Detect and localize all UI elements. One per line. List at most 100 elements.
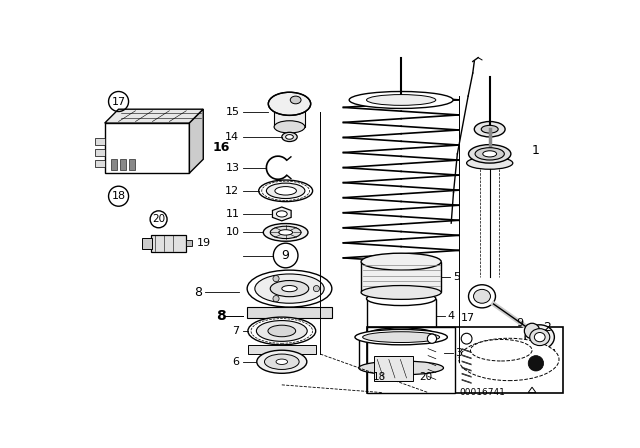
Ellipse shape: [274, 121, 305, 133]
Text: 20: 20: [152, 214, 165, 224]
Bar: [151, 235, 186, 252]
Bar: [367, 327, 563, 392]
Ellipse shape: [361, 285, 441, 299]
Circle shape: [273, 276, 279, 282]
Ellipse shape: [459, 338, 559, 381]
Ellipse shape: [363, 332, 440, 343]
Ellipse shape: [355, 329, 447, 345]
Text: 20: 20: [419, 372, 432, 382]
Bar: [367, 299, 436, 335]
Bar: [95, 160, 105, 167]
Text: 5: 5: [452, 272, 460, 282]
Bar: [248, 345, 316, 354]
Ellipse shape: [255, 274, 324, 303]
Ellipse shape: [266, 183, 305, 198]
Ellipse shape: [361, 253, 441, 270]
Ellipse shape: [525, 325, 554, 349]
Text: 17: 17: [460, 313, 475, 323]
Circle shape: [273, 296, 279, 302]
Ellipse shape: [474, 289, 490, 303]
Circle shape: [314, 285, 319, 292]
Ellipse shape: [475, 148, 504, 160]
Ellipse shape: [349, 91, 453, 108]
Ellipse shape: [483, 151, 497, 157]
Text: 10: 10: [225, 228, 239, 237]
Text: 18: 18: [372, 372, 386, 382]
Ellipse shape: [264, 354, 299, 370]
Bar: [186, 240, 192, 246]
Polygon shape: [189, 109, 204, 173]
Ellipse shape: [461, 333, 472, 344]
Polygon shape: [528, 387, 536, 392]
Text: 6: 6: [232, 357, 239, 367]
Text: 15: 15: [225, 107, 239, 116]
Ellipse shape: [367, 328, 436, 342]
Text: 4: 4: [447, 311, 454, 321]
Text: 19: 19: [197, 238, 211, 248]
Ellipse shape: [285, 134, 293, 139]
Ellipse shape: [270, 280, 308, 297]
Polygon shape: [105, 109, 204, 123]
Text: 17: 17: [111, 96, 125, 107]
Bar: [129, 159, 136, 170]
Ellipse shape: [279, 230, 292, 235]
Ellipse shape: [367, 95, 436, 105]
Ellipse shape: [248, 317, 316, 345]
Bar: [120, 159, 126, 170]
Ellipse shape: [534, 332, 545, 342]
Text: 11: 11: [225, 209, 239, 219]
Ellipse shape: [259, 180, 312, 202]
Ellipse shape: [468, 285, 495, 308]
Text: 9: 9: [516, 318, 524, 328]
Ellipse shape: [257, 321, 307, 341]
Ellipse shape: [247, 270, 332, 307]
Ellipse shape: [263, 224, 308, 241]
Circle shape: [528, 356, 543, 371]
Text: 8: 8: [195, 286, 202, 299]
Text: 3: 3: [455, 348, 462, 358]
Bar: [361, 262, 441, 293]
Ellipse shape: [282, 285, 297, 292]
Ellipse shape: [470, 340, 532, 361]
Ellipse shape: [428, 334, 436, 343]
Text: 00016741: 00016741: [459, 388, 505, 397]
Ellipse shape: [359, 361, 444, 375]
Ellipse shape: [481, 125, 498, 133]
Ellipse shape: [268, 325, 296, 337]
Ellipse shape: [291, 96, 301, 104]
Ellipse shape: [468, 145, 511, 163]
Bar: [111, 159, 117, 170]
Bar: [367, 327, 455, 392]
Bar: [95, 138, 105, 146]
Ellipse shape: [276, 359, 287, 365]
Polygon shape: [273, 207, 291, 221]
Text: 7: 7: [232, 326, 239, 336]
Bar: [359, 337, 444, 368]
Bar: [141, 238, 152, 249]
Ellipse shape: [474, 121, 505, 137]
Ellipse shape: [530, 329, 550, 345]
Text: 1: 1: [532, 143, 540, 156]
Ellipse shape: [270, 226, 301, 238]
Ellipse shape: [268, 92, 310, 115]
Bar: [105, 123, 189, 173]
Bar: [274, 104, 305, 127]
Ellipse shape: [276, 211, 287, 217]
Text: 2: 2: [543, 321, 552, 334]
Text: 13: 13: [225, 163, 239, 173]
Text: 16: 16: [212, 141, 230, 154]
Ellipse shape: [367, 292, 436, 306]
Ellipse shape: [282, 132, 297, 142]
Text: 12: 12: [225, 186, 239, 196]
Text: 8: 8: [216, 309, 226, 323]
Bar: [525, 349, 554, 356]
Bar: [247, 307, 332, 318]
Ellipse shape: [275, 186, 296, 195]
Bar: [95, 149, 105, 156]
Bar: [374, 356, 413, 381]
Circle shape: [524, 323, 540, 339]
Text: 14: 14: [225, 132, 239, 142]
Text: 18: 18: [111, 191, 125, 201]
Ellipse shape: [467, 157, 513, 169]
Ellipse shape: [257, 350, 307, 373]
